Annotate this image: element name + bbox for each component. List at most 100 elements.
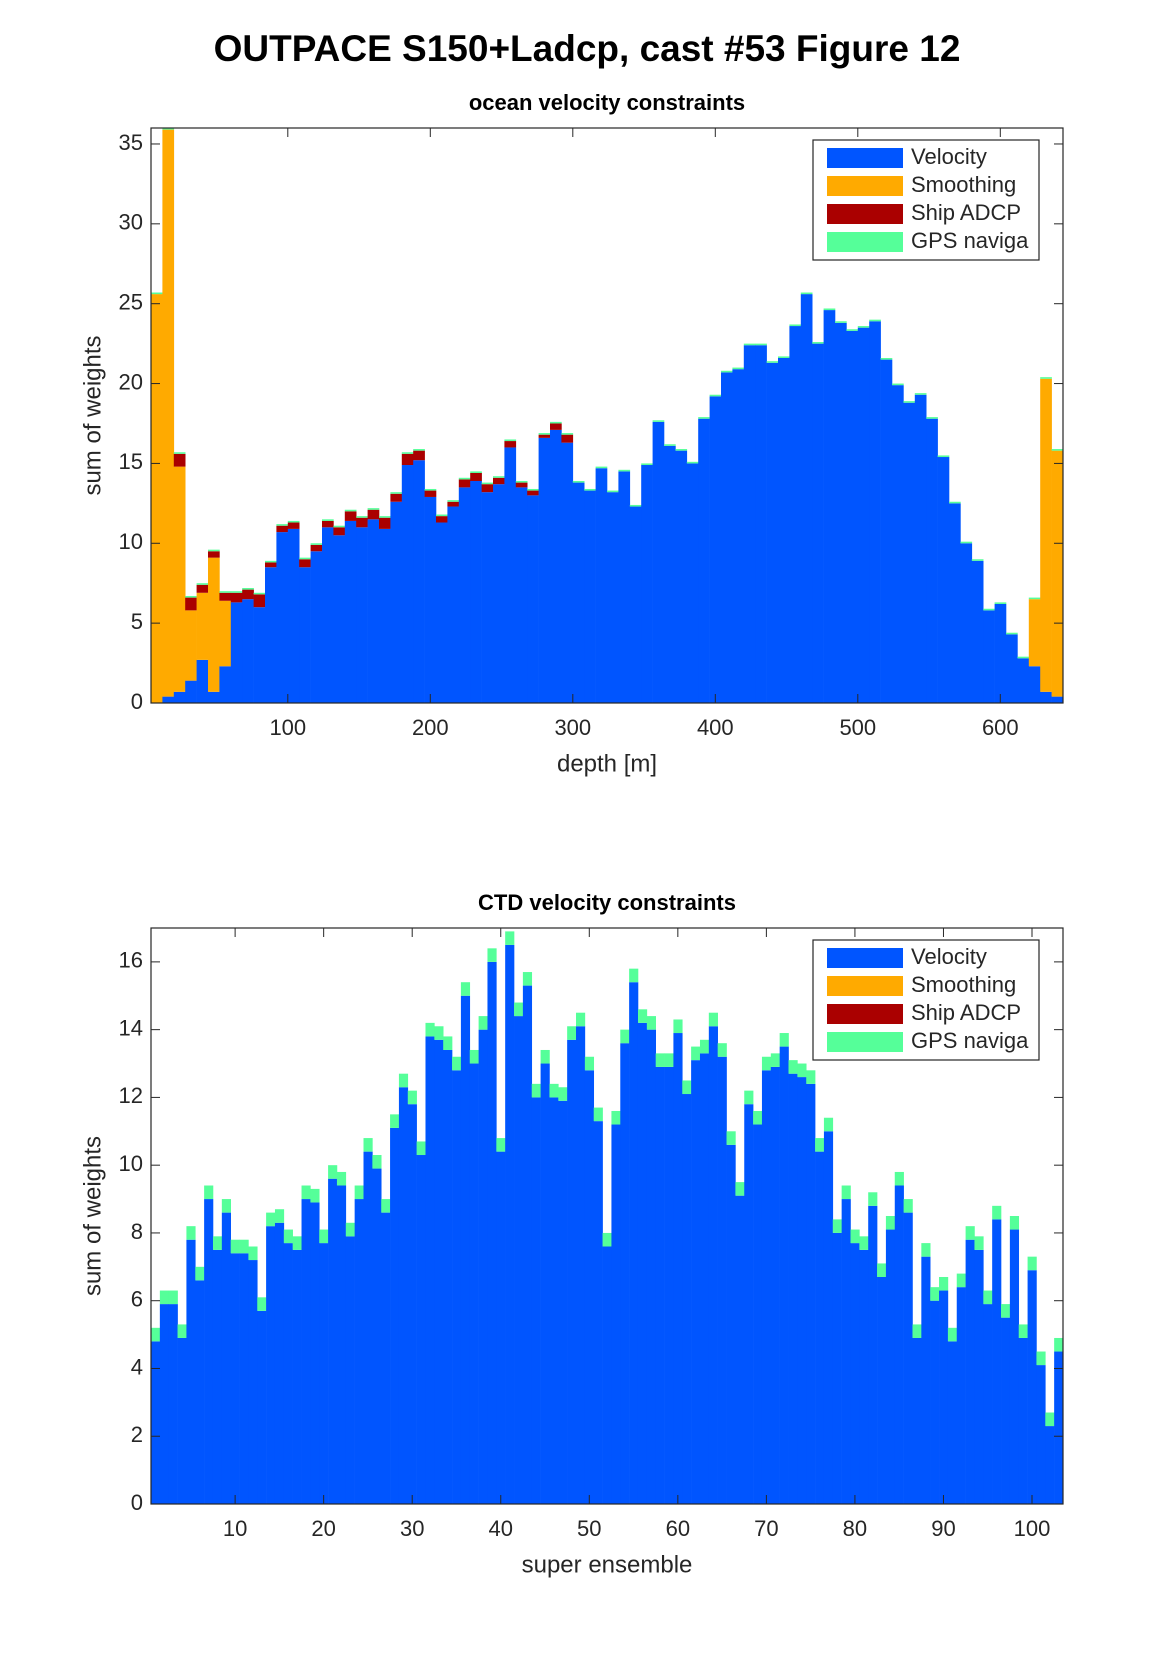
bar-segment bbox=[1028, 599, 1041, 667]
bar-segment bbox=[766, 362, 779, 703]
bar-segment bbox=[470, 480, 482, 703]
legend-label: Smoothing bbox=[911, 172, 1016, 197]
bar-segment bbox=[460, 995, 471, 1504]
bar-segment bbox=[1001, 1304, 1011, 1318]
bar-segment bbox=[620, 1029, 630, 1044]
bar-segment bbox=[458, 479, 471, 488]
bar-segment bbox=[744, 1104, 754, 1504]
x-tick-label: 10 bbox=[223, 1516, 247, 1541]
bar-segment bbox=[265, 560, 277, 563]
bar-segment bbox=[567, 1026, 577, 1040]
bar-segment bbox=[949, 501, 961, 504]
bar-segment bbox=[812, 343, 824, 703]
bar-segment bbox=[345, 1222, 355, 1237]
bar-segment bbox=[381, 1212, 391, 1504]
bar-segment bbox=[493, 477, 505, 485]
bar-segment bbox=[877, 1263, 887, 1277]
y-tick-label: 14 bbox=[119, 1015, 143, 1040]
bar-segment bbox=[248, 1246, 258, 1261]
bar-segment bbox=[721, 370, 733, 373]
bar-segment bbox=[283, 1229, 293, 1244]
bar-segment bbox=[992, 1219, 1002, 1504]
bar-segment bbox=[646, 1029, 656, 1504]
bar-segment bbox=[212, 1249, 223, 1504]
bar-segment bbox=[398, 1087, 409, 1504]
legend-label: Ship ADCP bbox=[911, 200, 1021, 225]
bar-segment bbox=[328, 1178, 338, 1504]
bar-segment bbox=[930, 1287, 940, 1301]
bar-segment bbox=[390, 501, 403, 703]
bar-segment bbox=[1017, 658, 1030, 703]
bar-segment bbox=[230, 602, 243, 703]
legend-swatch bbox=[827, 1032, 903, 1052]
x-tick-label: 20 bbox=[311, 1516, 335, 1541]
bar-segment bbox=[363, 1138, 373, 1152]
bars bbox=[151, 128, 1063, 703]
bar-segment bbox=[159, 1304, 170, 1504]
bar-segment bbox=[266, 1226, 276, 1504]
bar-segment bbox=[937, 455, 950, 458]
bar-segment bbox=[561, 442, 574, 703]
bar-segment bbox=[673, 1033, 683, 1504]
legend-swatch bbox=[827, 176, 903, 196]
bar-segment bbox=[593, 1107, 603, 1122]
bar-segment bbox=[894, 1171, 904, 1186]
legend-swatch bbox=[827, 204, 903, 224]
bar-segment bbox=[424, 490, 437, 497]
bar-segment bbox=[196, 592, 209, 660]
bar-segment bbox=[1051, 449, 1063, 451]
bar-segment bbox=[531, 1097, 541, 1504]
bar-segment bbox=[974, 1249, 984, 1504]
bar-segment bbox=[800, 294, 813, 703]
bar-segment bbox=[538, 433, 551, 435]
axes-box bbox=[150, 927, 1064, 1505]
bar-segment bbox=[1009, 1229, 1020, 1504]
axes-title: CTD velocity constraints bbox=[478, 890, 736, 915]
bar-segment bbox=[735, 1195, 745, 1504]
bar-segment bbox=[185, 597, 197, 611]
legend-label: Velocity bbox=[911, 944, 987, 969]
y-tick-label: 0 bbox=[131, 1490, 143, 1515]
bar-segment bbox=[481, 484, 494, 493]
bar-segment bbox=[1040, 378, 1052, 692]
bar-segment bbox=[850, 1243, 860, 1504]
y-tick-label: 15 bbox=[119, 449, 143, 474]
bar-segment bbox=[505, 931, 515, 945]
bar-segment bbox=[460, 982, 471, 996]
bar-segment bbox=[292, 1236, 302, 1250]
bar-segment bbox=[576, 1012, 586, 1027]
bar-segment bbox=[903, 401, 916, 403]
bar-segment bbox=[469, 1049, 479, 1064]
y-tick-label: 10 bbox=[119, 1151, 143, 1176]
bar-segment bbox=[841, 1185, 851, 1200]
bar-segment bbox=[367, 519, 380, 703]
bar-segment bbox=[992, 1205, 1002, 1220]
bar-segment bbox=[185, 680, 197, 703]
bar-segment bbox=[755, 345, 767, 703]
bar-segment bbox=[652, 421, 665, 703]
bar-segment bbox=[527, 490, 539, 496]
bar-segment bbox=[319, 1243, 329, 1504]
bar-segment bbox=[168, 1304, 178, 1504]
bar-segment bbox=[345, 1236, 355, 1504]
bar-segment bbox=[401, 453, 414, 466]
bar-segment bbox=[726, 1131, 736, 1145]
bar-segment bbox=[641, 465, 653, 703]
bar-segment bbox=[926, 418, 938, 703]
x-tick-label: 40 bbox=[489, 1516, 513, 1541]
bar-segment bbox=[593, 1121, 603, 1504]
bar-segment bbox=[208, 551, 220, 558]
bar-segment bbox=[620, 1043, 630, 1504]
bar-segment bbox=[219, 591, 232, 593]
bar-segment bbox=[310, 1188, 320, 1203]
bar-segment bbox=[447, 501, 460, 507]
axes-box bbox=[150, 127, 1064, 704]
bar-segment bbox=[960, 541, 973, 544]
bar-segment bbox=[611, 1124, 621, 1504]
bar-segment bbox=[319, 1229, 329, 1244]
bar-segment bbox=[168, 1290, 178, 1305]
bar-segment bbox=[328, 1165, 338, 1179]
bar-segment bbox=[493, 476, 505, 478]
bar-segment bbox=[788, 1073, 798, 1504]
bar-segment bbox=[1009, 1216, 1020, 1230]
